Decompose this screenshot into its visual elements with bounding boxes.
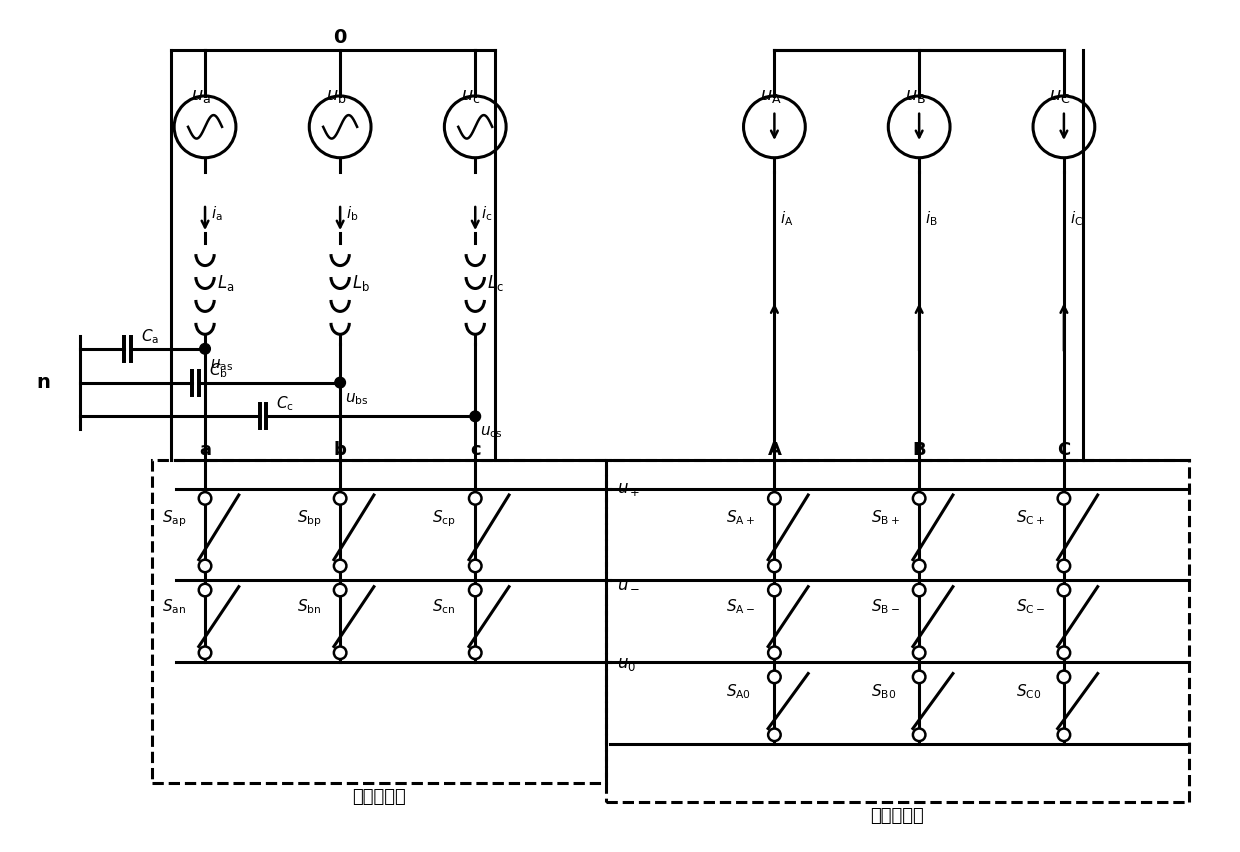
Circle shape (198, 560, 211, 573)
Text: B: B (913, 441, 926, 459)
Circle shape (768, 671, 781, 683)
Circle shape (768, 647, 781, 659)
Text: 0: 0 (334, 28, 347, 47)
Circle shape (913, 728, 925, 741)
Circle shape (1058, 584, 1070, 596)
Circle shape (198, 492, 211, 504)
Text: $u_{\rm cs}$: $u_{\rm cs}$ (480, 424, 502, 440)
Text: $i_{\rm b}$: $i_{\rm b}$ (346, 204, 358, 223)
Bar (153, 460, 605, 783)
Text: $C_{\rm c}$: $C_{\rm c}$ (277, 394, 294, 413)
Text: $S_{\rm A+}$: $S_{\rm A+}$ (727, 509, 755, 527)
Text: $C_{\rm a}$: $C_{\rm a}$ (141, 327, 160, 346)
Circle shape (198, 584, 211, 596)
Text: $i_{\rm C}$: $i_{\rm C}$ (1070, 210, 1083, 228)
Circle shape (1058, 728, 1070, 741)
Circle shape (334, 647, 346, 659)
Circle shape (768, 584, 781, 596)
Text: $S_{\rm bn}$: $S_{\rm bn}$ (296, 598, 321, 617)
Circle shape (913, 647, 925, 659)
Text: $S_{\rm C0}$: $S_{\rm C0}$ (1016, 682, 1040, 701)
Text: $u_{\rm A}$: $u_{\rm A}$ (760, 87, 782, 105)
Circle shape (1058, 492, 1070, 504)
Circle shape (1058, 671, 1070, 683)
Circle shape (469, 560, 481, 573)
Bar (605, 460, 1189, 803)
Circle shape (335, 377, 346, 388)
Text: $u_{\rm a}$: $u_{\rm a}$ (191, 87, 211, 105)
Text: $S_{\rm bp}$: $S_{\rm bp}$ (296, 509, 321, 529)
Text: $u_{\rm bs}$: $u_{\rm bs}$ (345, 391, 368, 406)
Text: $L_{\rm c}$: $L_{\rm c}$ (487, 273, 503, 293)
Circle shape (334, 560, 346, 573)
Circle shape (334, 492, 346, 504)
Text: $S_{\rm cp}$: $S_{\rm cp}$ (432, 509, 455, 529)
Circle shape (768, 728, 781, 741)
Text: $i_{\rm A}$: $i_{\rm A}$ (780, 210, 794, 228)
Text: $u_-$: $u_-$ (618, 573, 640, 591)
Text: $S_{\rm B+}$: $S_{\rm B+}$ (870, 509, 900, 527)
Text: C: C (1058, 441, 1070, 459)
Text: $i_{\rm B}$: $i_{\rm B}$ (925, 210, 937, 228)
Text: $u_0$: $u_0$ (618, 655, 636, 673)
Circle shape (469, 492, 481, 504)
Text: $L_{\rm a}$: $L_{\rm a}$ (217, 273, 234, 293)
Circle shape (469, 584, 481, 596)
Text: $C_{\rm b}$: $C_{\rm b}$ (208, 361, 228, 379)
Text: $u_{\rm as}$: $u_{\rm as}$ (210, 357, 233, 373)
Circle shape (1058, 560, 1070, 573)
Text: c: c (470, 441, 481, 459)
Circle shape (470, 411, 481, 422)
Circle shape (768, 560, 781, 573)
Text: $u_{\rm B}$: $u_{\rm B}$ (905, 87, 926, 105)
Text: $i_{\rm c}$: $i_{\rm c}$ (481, 204, 492, 223)
Text: 虚拟整流级: 虚拟整流级 (352, 788, 405, 806)
Text: $S_{\rm ap}$: $S_{\rm ap}$ (161, 509, 186, 529)
Circle shape (913, 560, 925, 573)
Circle shape (334, 584, 346, 596)
Text: $S_{\rm A-}$: $S_{\rm A-}$ (727, 598, 755, 617)
Text: A: A (768, 441, 781, 459)
Text: $u_{\rm b}$: $u_{\rm b}$ (326, 87, 346, 105)
Circle shape (913, 584, 925, 596)
Text: $S_{\rm B0}$: $S_{\rm B0}$ (870, 682, 897, 701)
Text: $S_{\rm C-}$: $S_{\rm C-}$ (1016, 598, 1044, 617)
Text: $S_{\rm cn}$: $S_{\rm cn}$ (432, 598, 455, 617)
Text: $u_+$: $u_+$ (618, 480, 640, 498)
Text: a: a (200, 441, 211, 459)
Circle shape (1058, 647, 1070, 659)
Text: $S_{\rm an}$: $S_{\rm an}$ (161, 598, 186, 617)
Circle shape (200, 343, 211, 354)
Text: 虚拟逆变级: 虚拟逆变级 (870, 807, 924, 826)
Circle shape (768, 492, 781, 504)
Circle shape (913, 492, 925, 504)
Circle shape (913, 671, 925, 683)
Text: b: b (334, 441, 347, 459)
Circle shape (469, 647, 481, 659)
Text: n: n (37, 373, 51, 392)
Text: $u_{\rm c}$: $u_{\rm c}$ (461, 87, 480, 105)
Text: $u_{\rm C}$: $u_{\rm C}$ (1049, 87, 1071, 105)
Text: $i_{\rm a}$: $i_{\rm a}$ (211, 204, 222, 223)
Text: $S_{\rm A0}$: $S_{\rm A0}$ (727, 682, 751, 701)
Text: $S_{\rm C+}$: $S_{\rm C+}$ (1016, 509, 1044, 527)
Text: $S_{\rm B-}$: $S_{\rm B-}$ (870, 598, 900, 617)
Text: $L_{\rm b}$: $L_{\rm b}$ (352, 273, 370, 293)
Circle shape (198, 647, 211, 659)
